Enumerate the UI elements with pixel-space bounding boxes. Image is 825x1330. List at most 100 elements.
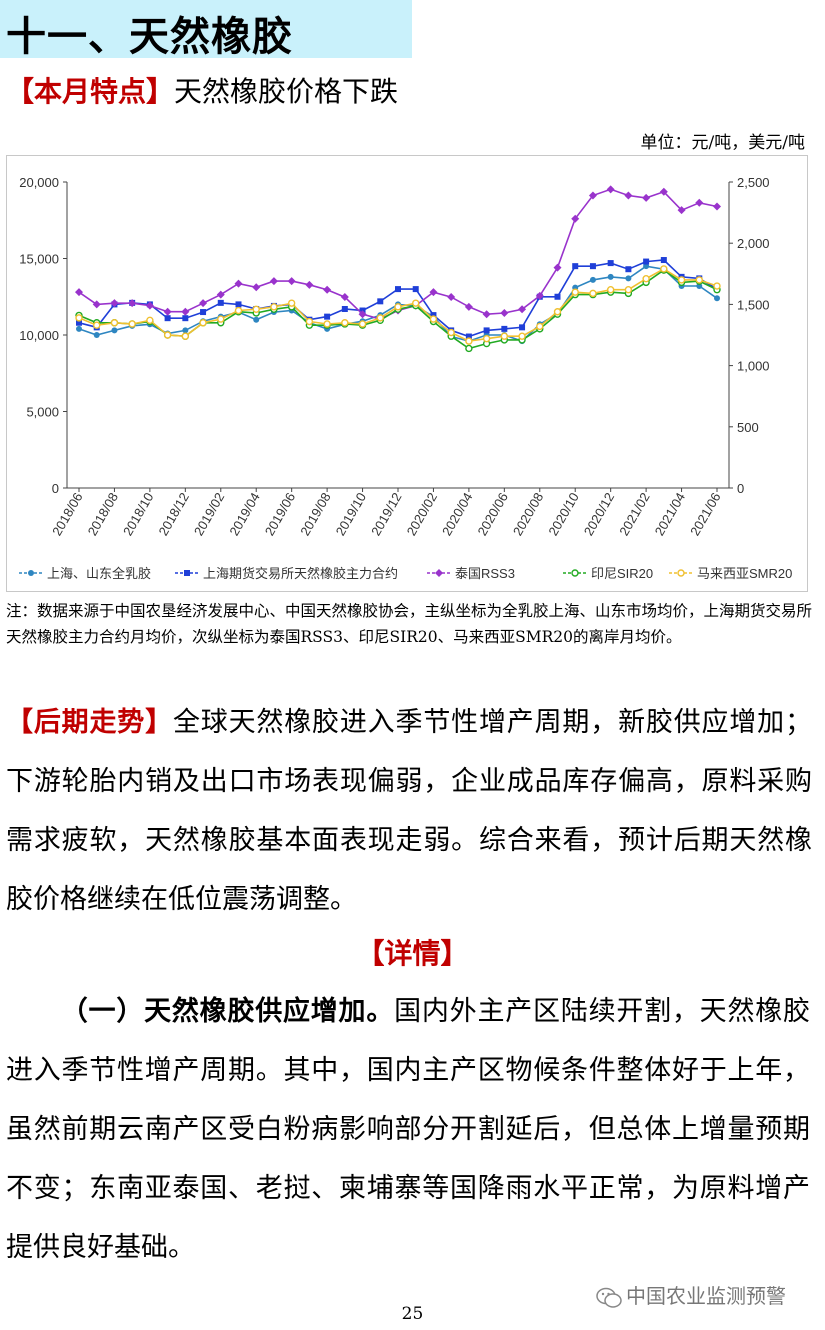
series-2-point bbox=[535, 291, 544, 300]
series-4-point bbox=[660, 265, 668, 273]
legend-swatch-marker bbox=[28, 570, 34, 576]
right-tick-label: 1,500 bbox=[737, 297, 770, 312]
series-4-point bbox=[713, 282, 721, 290]
series-4-point bbox=[376, 314, 384, 322]
x-tick-label: 2020/04 bbox=[439, 490, 475, 538]
series-1-point bbox=[377, 298, 384, 305]
trend-tag: 【后期走势】 bbox=[6, 707, 173, 738]
series-1-point bbox=[483, 327, 490, 334]
series-4-point bbox=[571, 288, 579, 296]
series-0-point bbox=[111, 327, 118, 334]
series-2-point bbox=[571, 214, 580, 223]
series-2-point bbox=[323, 285, 332, 294]
trend-text: 全球天然橡胶进入季节性增产周期，新胶供应增加；下游轮胎内销及出口市场表现偏弱，企… bbox=[6, 707, 813, 915]
left-tick-label: 20,000 bbox=[19, 175, 59, 190]
supply-paragraph: （一）天然橡胶供应增加。国内外主产区陆续开割，天然橡胶进入季节性增产周期。其中，… bbox=[6, 982, 810, 1277]
x-tick-label: 2018/12 bbox=[155, 490, 191, 538]
series-1-point bbox=[182, 315, 189, 322]
series-4-point bbox=[341, 319, 349, 327]
series-1-point bbox=[324, 313, 331, 320]
series-2-point bbox=[447, 293, 456, 302]
series-2-point bbox=[500, 308, 509, 317]
series-2-point bbox=[642, 193, 651, 202]
series-2-point bbox=[305, 280, 314, 289]
series-0-point bbox=[696, 283, 703, 290]
series-1-point bbox=[412, 286, 419, 293]
series-2-point bbox=[181, 307, 190, 316]
right-tick-label: 500 bbox=[737, 420, 759, 435]
series-0-point bbox=[76, 325, 82, 332]
series-0-point bbox=[589, 276, 596, 283]
legend-swatch-marker bbox=[184, 570, 190, 576]
series-4-point bbox=[146, 316, 154, 325]
series-2-point bbox=[287, 277, 296, 286]
series-4-point bbox=[642, 274, 650, 283]
series-2-point bbox=[695, 198, 704, 207]
series-4-point bbox=[429, 315, 438, 323]
left-tick-label: 0 bbox=[52, 481, 59, 496]
series-1-point bbox=[200, 309, 207, 316]
x-tick-label: 2020/12 bbox=[581, 490, 617, 538]
supply-lead: （一）天然橡胶供应增加。 bbox=[60, 996, 395, 1027]
x-tick-label: 2020/10 bbox=[545, 490, 581, 538]
legend-label: 泰国RSS3 bbox=[455, 566, 515, 581]
series-4-point bbox=[181, 332, 190, 340]
series-4-point bbox=[93, 321, 101, 329]
x-tick-label: 2021/04 bbox=[652, 490, 688, 538]
series-2-point bbox=[358, 310, 367, 319]
series-2-point bbox=[163, 307, 172, 316]
series-2-point bbox=[659, 187, 668, 196]
series-2-point bbox=[269, 277, 278, 286]
series-1-point bbox=[643, 258, 650, 265]
series-4-point bbox=[128, 320, 136, 328]
series-4-point bbox=[163, 331, 172, 339]
series-1-point bbox=[164, 315, 171, 322]
feature-text: 天然橡胶价格下跌 bbox=[174, 75, 399, 108]
series-2-point bbox=[713, 202, 721, 211]
x-tick-label: 2020/06 bbox=[474, 490, 510, 538]
series-4-point bbox=[110, 319, 119, 327]
series-2-point bbox=[216, 290, 225, 299]
trend-paragraph: 【后期走势】全球天然橡胶进入季节性增产周期，新胶供应增加；下游轮胎内销及出口市场… bbox=[6, 693, 812, 929]
series-1-point bbox=[76, 319, 82, 326]
legend-swatch-marker bbox=[435, 569, 443, 577]
section-title: 十一、天然橡胶 bbox=[6, 14, 293, 60]
left-tick-label: 5,000 bbox=[26, 405, 59, 420]
x-tick-label: 2020/02 bbox=[404, 490, 440, 538]
series-4-point bbox=[536, 322, 544, 331]
series-1-point bbox=[217, 299, 224, 306]
series-2-point bbox=[145, 301, 154, 310]
series-2-point bbox=[588, 191, 597, 200]
series-0-point bbox=[643, 263, 650, 270]
x-tick-label: 2019/04 bbox=[226, 490, 262, 538]
series-0-point bbox=[625, 275, 632, 282]
series-1-point bbox=[589, 263, 596, 270]
left-tick-label: 15,000 bbox=[19, 252, 59, 267]
series-4-point bbox=[482, 334, 491, 343]
left-tick-label: 10,000 bbox=[19, 328, 59, 343]
series-2-point bbox=[234, 279, 243, 288]
series-4-point bbox=[553, 308, 562, 316]
series-2-point bbox=[340, 293, 349, 302]
price-chart: 0 5,000 10,000 15,000 20,000 0 500 1,000 1,500 2,… bbox=[6, 155, 808, 592]
series-4-point bbox=[358, 320, 367, 328]
legend-swatch-marker bbox=[571, 569, 579, 577]
series-1-point bbox=[465, 333, 472, 340]
series-4-point bbox=[199, 319, 207, 327]
series-2-point bbox=[606, 185, 615, 194]
series-2-point bbox=[252, 283, 261, 292]
legend-label: 马来西亚SMR20 bbox=[697, 566, 792, 581]
series-4-point bbox=[500, 332, 509, 340]
x-tick-label: 2019/02 bbox=[191, 490, 227, 538]
x-tick-label: 2018/08 bbox=[85, 490, 121, 538]
series-line-1 bbox=[78, 259, 718, 338]
series-0-point bbox=[93, 332, 100, 338]
series-1-point bbox=[501, 325, 508, 332]
right-tick-label: 1,000 bbox=[737, 359, 770, 374]
watermark-text: 中国农业监测预警 bbox=[626, 1284, 786, 1308]
x-tick-label: 2021/06 bbox=[687, 490, 723, 538]
legend-swatch-marker bbox=[677, 569, 685, 577]
series-2-point bbox=[464, 302, 473, 311]
series-4-point bbox=[412, 299, 420, 307]
series-4-point bbox=[677, 276, 686, 284]
